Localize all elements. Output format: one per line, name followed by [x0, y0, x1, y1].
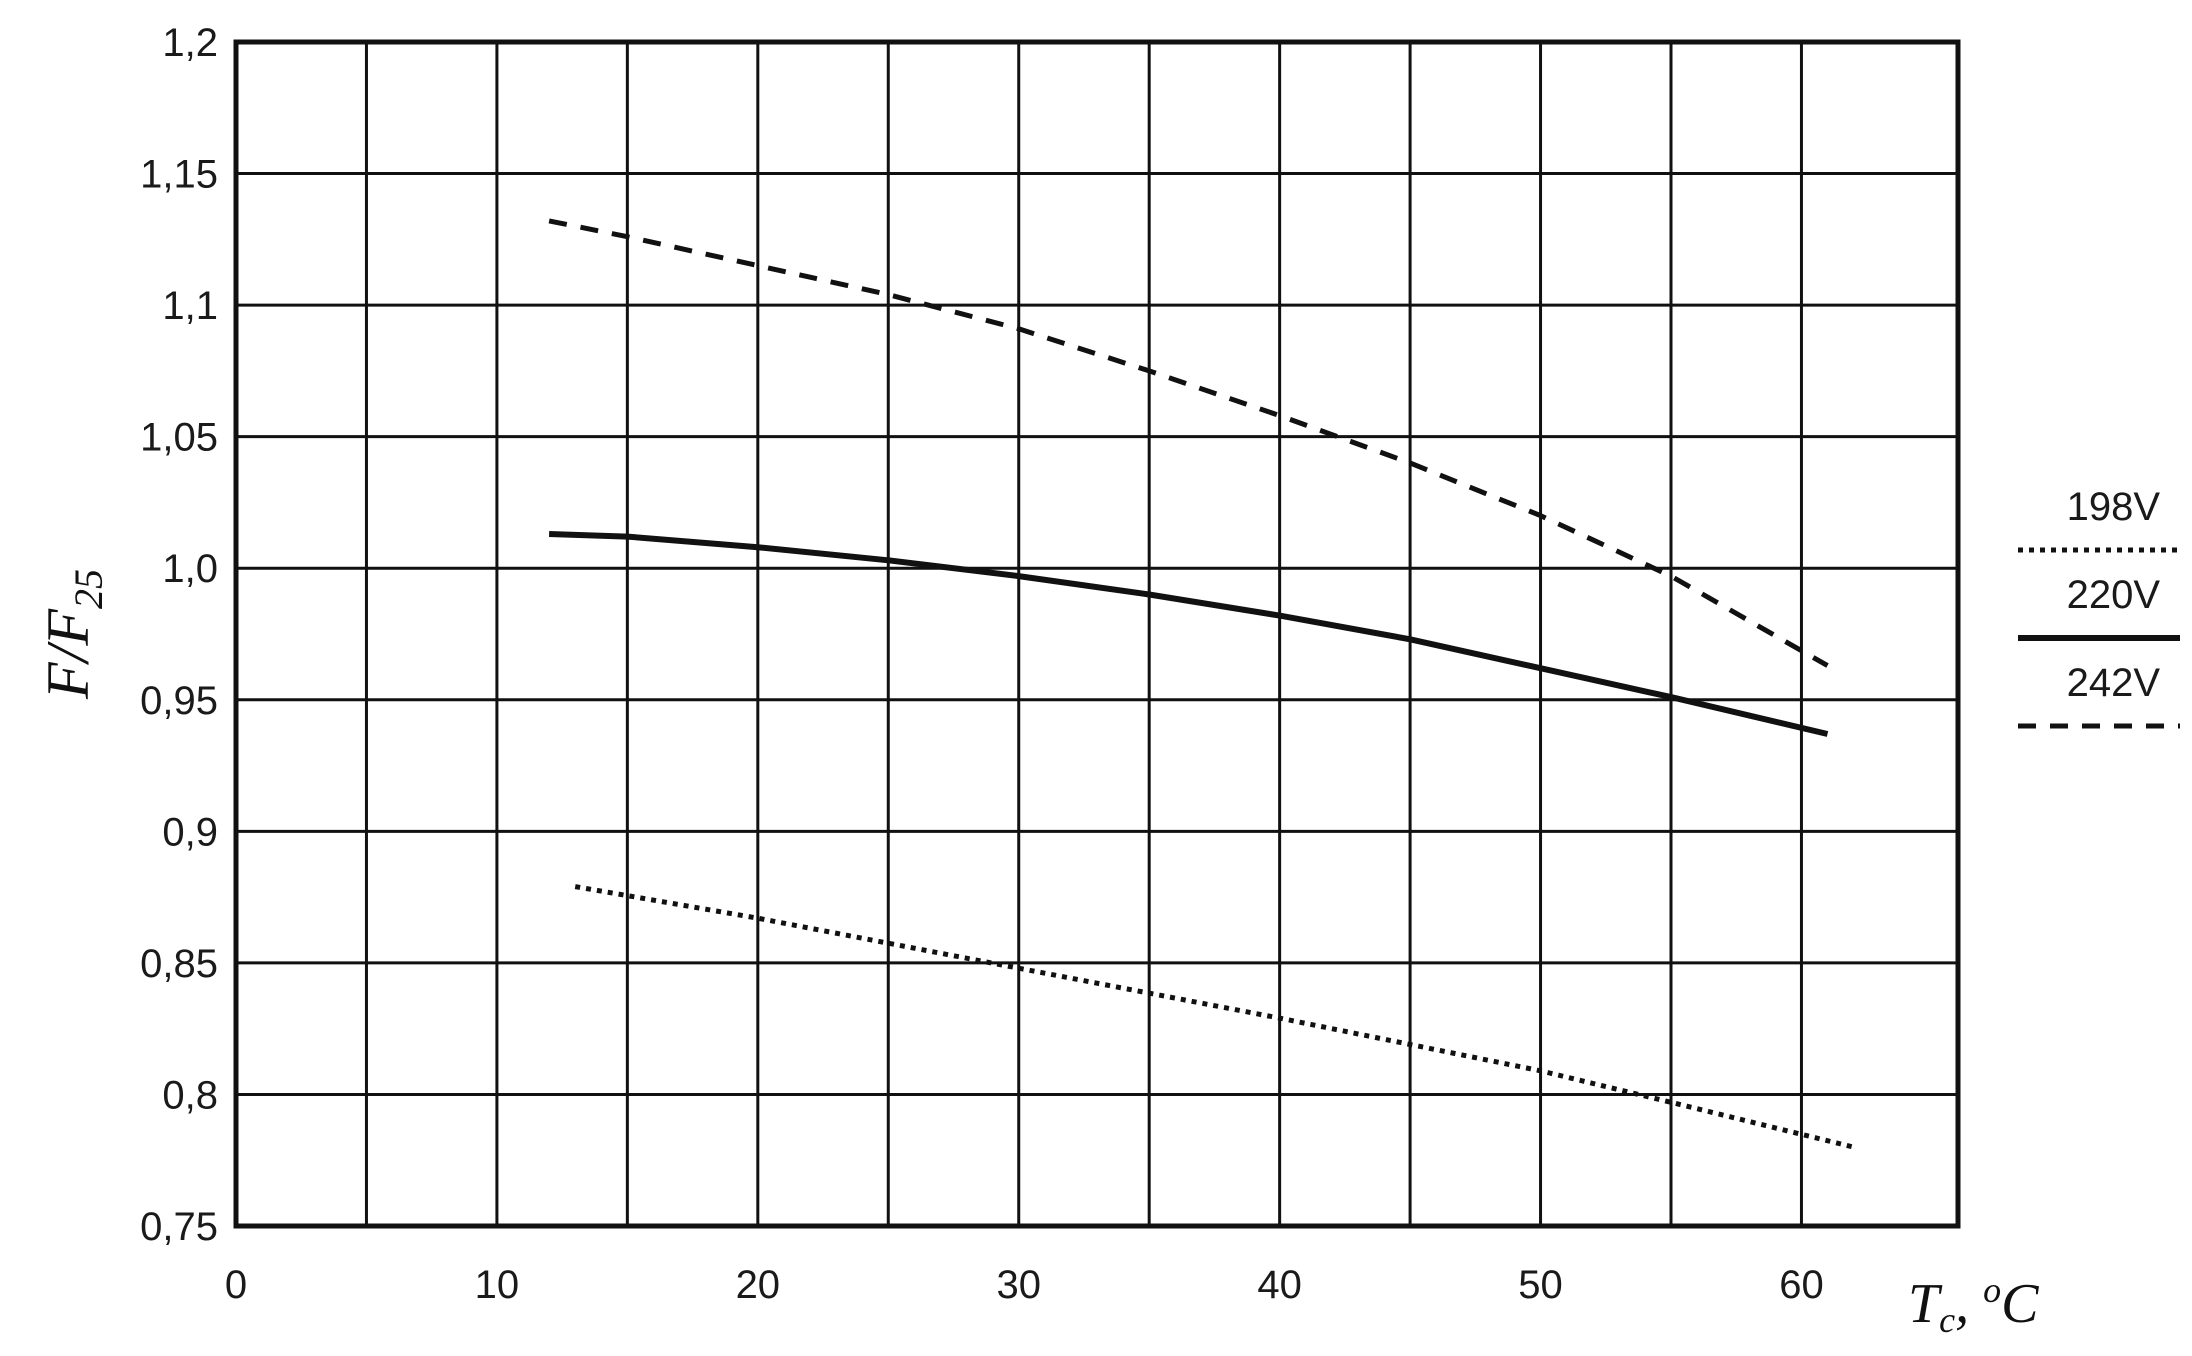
y-tick-label: 1,1	[162, 284, 218, 328]
x-tick-label: 0	[225, 1263, 247, 1307]
y-axis-title: F/F25	[35, 569, 111, 700]
y-tick-label: 1,05	[140, 416, 218, 460]
x-axis-title-sub: c	[1939, 1300, 1955, 1340]
series-line-220V	[549, 531, 1829, 737]
x-tick-label: 30	[996, 1263, 1041, 1307]
x-tick-label: 10	[475, 1263, 520, 1307]
x-tick-label: 50	[1518, 1263, 1563, 1307]
y-tick-label: 1,0	[162, 547, 218, 591]
series-lines	[548, 218, 1855, 1150]
x-tick-label: 40	[1257, 1263, 1302, 1307]
y-tick-label: 0,85	[140, 942, 218, 986]
y-axis-title-sub: 25	[66, 569, 111, 609]
series-line-198V	[574, 884, 1855, 1150]
series-line-242V	[548, 218, 1829, 668]
legend-label: 198V	[2067, 485, 2161, 529]
legend-label: 242V	[2067, 661, 2161, 705]
y-tick-label: 0,9	[162, 810, 218, 854]
x-tick-label: 60	[1779, 1263, 1824, 1307]
plot-frame	[233, 39, 1961, 1229]
legend-label: 220V	[2067, 573, 2161, 617]
y-tick-label: 0,95	[140, 679, 218, 723]
legend: 198V 220V 242V	[2018, 485, 2180, 729]
x-tick-label: 20	[736, 1263, 781, 1307]
grid	[236, 40, 1958, 1228]
x-axis-title-degree: o	[1983, 1270, 2001, 1310]
y-axis-title-main: F/F	[35, 608, 101, 700]
y-tick-label: 1,2	[162, 21, 218, 65]
x-axis-title: Tc, oC	[1908, 1270, 2039, 1340]
y-tick-label: 0,75	[140, 1205, 218, 1249]
x-axis-title-unit: C	[2001, 1273, 2039, 1335]
tick-labels: 0,75 0,8 0,85 0,9 0,95 1,0 1,05 1,1 1,15 1,2 0 10 20…	[140, 21, 1824, 1307]
x-axis-title-sep: ,	[1955, 1273, 1983, 1335]
y-tick-label: 0,8	[162, 1073, 218, 1117]
axis-titles: Tc, oC F/F25	[35, 569, 2039, 1340]
x-axis-title-main: T	[1908, 1273, 1943, 1335]
y-tick-label: 1,15	[140, 153, 218, 197]
